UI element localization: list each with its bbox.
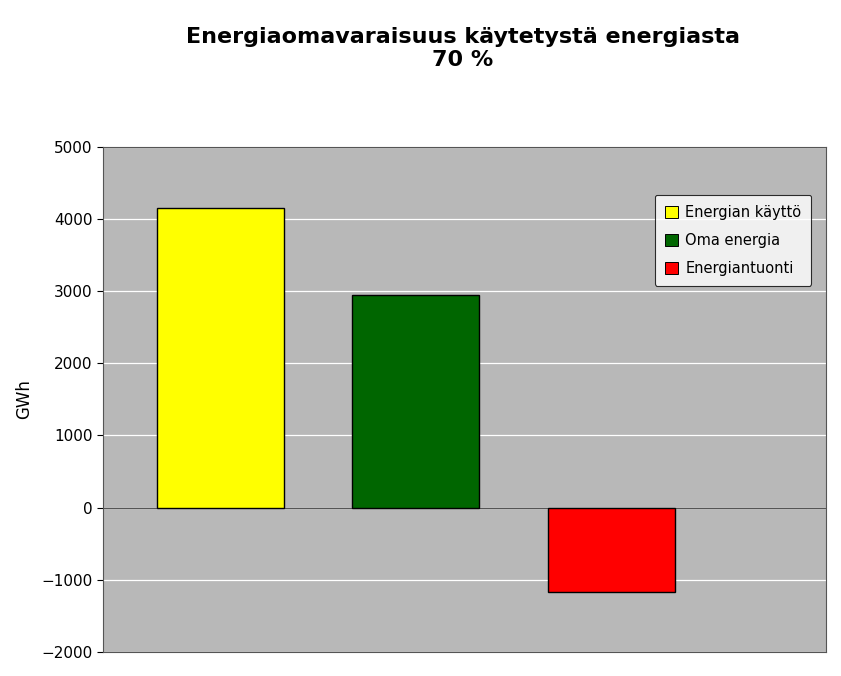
- Text: Energiaomavaraisuus käytetystä energiasta
70 %: Energiaomavaraisuus käytetystä energiast…: [186, 27, 739, 70]
- Y-axis label: GWh: GWh: [15, 379, 33, 419]
- Bar: [156, 208, 283, 508]
- Bar: [352, 295, 479, 508]
- Legend: Energian käyttö, Oma energia, Energiantuonti: Energian käyttö, Oma energia, Energiantu…: [654, 195, 812, 286]
- Bar: [547, 508, 674, 592]
